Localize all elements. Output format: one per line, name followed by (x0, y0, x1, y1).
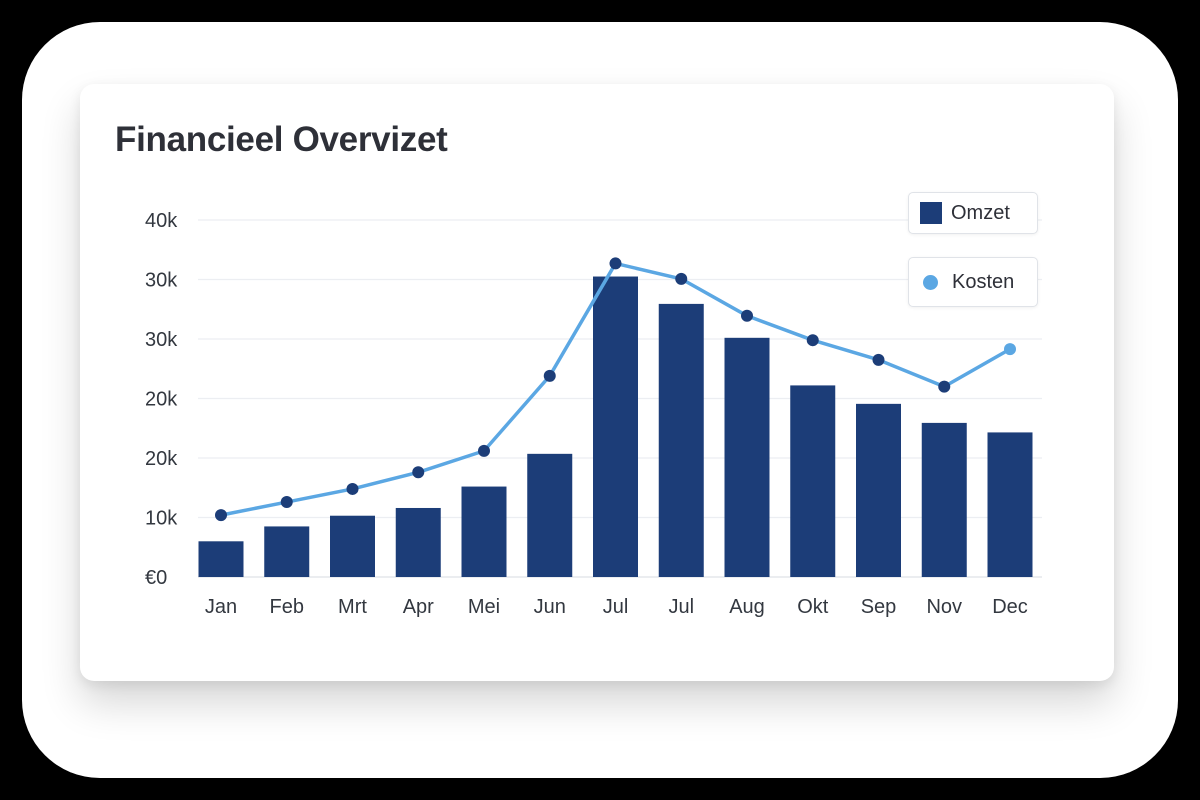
bar-omzet (593, 276, 638, 577)
x-tick-label: Jul (668, 596, 694, 618)
x-tick-label: Nov (926, 596, 962, 618)
y-tick-label: 20k (145, 448, 178, 470)
y-tick-label: 10k (145, 508, 178, 530)
bar-omzet (395, 507, 441, 577)
legend-label-kosten: Kosten (952, 270, 1015, 293)
point-kosten (741, 309, 753, 322)
y-tick-label: 30k (145, 270, 178, 292)
x-tick-label: Mei (468, 596, 500, 618)
bar-omzet (921, 422, 967, 577)
legend-swatch-kosten (923, 274, 938, 290)
x-tick-label: Aug (729, 596, 765, 618)
bar-omzet (198, 541, 244, 577)
legend-label-omzet: Omzet (951, 201, 1010, 224)
y-tick-label: 30k (145, 329, 178, 351)
bar-omzet (856, 403, 901, 577)
legend-item-omzet[interactable]: Omzet (908, 192, 1038, 234)
x-tick-label: Jul (603, 596, 629, 618)
x-tick-label: Apr (403, 596, 434, 618)
x-tick-label: Mrt (338, 596, 367, 618)
point-kosten (806, 334, 819, 347)
point-kosten (1004, 343, 1016, 356)
x-tick-label: Feb (270, 596, 304, 618)
point-kosten (675, 272, 688, 285)
bar-omzet (658, 303, 704, 577)
point-kosten (872, 353, 885, 366)
bar-omzet (264, 526, 310, 577)
point-kosten (346, 482, 359, 495)
point-kosten (478, 444, 490, 457)
point-kosten (215, 509, 227, 522)
line-series-kosten (215, 257, 1016, 522)
chart-title: Financieel Overvizet (115, 120, 448, 159)
point-kosten (938, 380, 951, 393)
point-kosten (412, 466, 425, 479)
bar-omzet (461, 486, 507, 577)
x-axis-ticks: Jan Feb Mrt Apr Mei Jun Jul Jul Aug Okt Sep Nov Dec (205, 596, 1028, 618)
point-kosten (543, 369, 556, 382)
x-tick-label: Sep (861, 596, 897, 618)
x-tick-label: Dec (992, 596, 1028, 618)
bar-omzet (987, 432, 1033, 577)
x-tick-label: Okt (797, 596, 829, 618)
point-kosten (280, 496, 293, 509)
legend-item-kosten[interactable]: Kosten (908, 257, 1038, 307)
bar-omzet (790, 385, 836, 577)
y-tick-label: €0 (145, 567, 167, 589)
bar-omzet (330, 515, 375, 577)
legend-swatch-omzet (920, 202, 942, 224)
bar-omzet (724, 337, 770, 577)
y-tick-label: 40k (145, 210, 178, 232)
bar-series-omzet (198, 276, 1033, 577)
bar-omzet (527, 453, 573, 577)
x-tick-label: Jun (534, 596, 566, 618)
y-tick-label: 20k (145, 389, 178, 411)
point-kosten (609, 257, 622, 270)
y-axis-ticks: €0 10k 20k 20k 30k 30k 40k (145, 210, 178, 589)
x-tick-label: Jan (205, 596, 237, 618)
